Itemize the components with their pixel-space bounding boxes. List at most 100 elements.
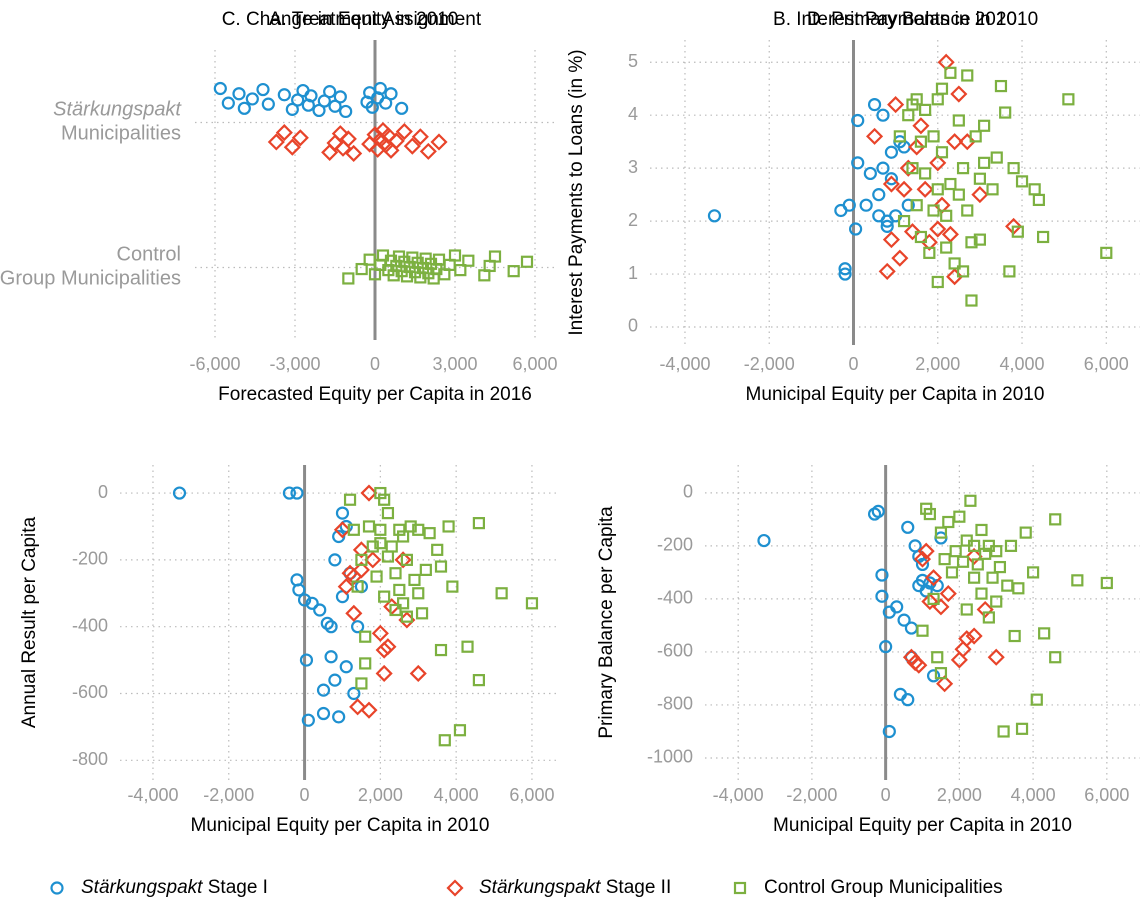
point <box>359 657 372 670</box>
point <box>371 624 389 642</box>
x-tick-label: 0 <box>848 354 858 374</box>
point <box>1100 246 1113 259</box>
point <box>941 225 959 243</box>
point <box>958 630 976 648</box>
point <box>1015 175 1029 188</box>
point <box>365 100 379 114</box>
point <box>320 616 334 630</box>
point <box>978 119 991 132</box>
y-tick-label: -400 <box>72 615 108 635</box>
y-tick-label: 5 <box>628 51 638 71</box>
x-axis-label: Forecasted Equity per Capita in 2016 <box>218 384 532 405</box>
point <box>379 638 397 656</box>
point <box>442 520 455 533</box>
point <box>412 587 425 600</box>
point <box>929 220 947 238</box>
point <box>261 97 275 111</box>
point <box>859 198 873 212</box>
point <box>978 156 991 169</box>
x-tick-label: 6,000 <box>1084 785 1129 805</box>
point <box>938 553 951 566</box>
y-tick-label: 4 <box>628 104 638 124</box>
point <box>1028 183 1041 196</box>
point <box>448 249 462 262</box>
point <box>882 175 900 193</box>
chart-title: D. Primary Balance in 2010 <box>807 9 1038 30</box>
point <box>256 82 270 97</box>
point <box>232 87 246 101</box>
point <box>373 81 387 96</box>
point <box>965 236 978 249</box>
y-tick-label: -200 <box>657 535 693 555</box>
point <box>973 172 986 185</box>
point <box>360 701 378 719</box>
point <box>952 114 965 127</box>
point <box>934 667 948 680</box>
point <box>1003 265 1016 278</box>
point <box>411 128 429 146</box>
point <box>965 547 983 566</box>
point <box>897 613 911 627</box>
point <box>446 580 459 593</box>
point <box>321 143 339 161</box>
y-tick-label: -200 <box>72 549 108 569</box>
y-tick-label: 0 <box>683 482 693 502</box>
point <box>359 630 372 643</box>
point <box>919 167 932 180</box>
point <box>866 127 884 145</box>
point <box>990 151 1003 164</box>
point <box>884 172 899 186</box>
point <box>914 230 928 244</box>
point <box>339 130 357 148</box>
point <box>355 677 368 690</box>
x-axis-label: Municipal Equity per Capita in 2010 <box>773 815 1072 836</box>
point <box>323 85 337 99</box>
point <box>926 669 941 683</box>
point <box>312 103 326 118</box>
point <box>906 162 919 175</box>
point <box>400 610 413 623</box>
y-tick-label: 1 <box>628 263 638 283</box>
point <box>936 675 954 693</box>
point <box>867 98 882 112</box>
point <box>332 710 346 724</box>
point <box>904 621 919 635</box>
x-tick-label: 2,000 <box>358 785 403 805</box>
point <box>890 600 904 614</box>
point <box>923 507 936 521</box>
point <box>453 724 467 737</box>
point <box>267 133 285 151</box>
point <box>872 188 886 202</box>
point <box>987 648 1005 666</box>
point <box>757 533 771 548</box>
point <box>1049 513 1062 526</box>
x-tick-label: -6,000 <box>189 354 240 374</box>
point <box>290 486 304 500</box>
x-tick-label: 6,000 <box>1084 354 1129 374</box>
point <box>374 523 387 536</box>
point <box>887 96 905 114</box>
point <box>882 231 900 249</box>
point <box>282 486 297 500</box>
point <box>990 545 1003 558</box>
point <box>994 79 1008 93</box>
point <box>965 627 983 645</box>
x-tick-label: 6,000 <box>509 785 554 805</box>
point <box>842 198 856 212</box>
point <box>871 504 885 519</box>
point <box>395 122 413 141</box>
point <box>366 540 379 553</box>
point <box>917 542 935 560</box>
point <box>351 620 365 634</box>
point <box>1019 526 1032 539</box>
point <box>507 265 520 278</box>
legend-label: Control Group Municipalities <box>764 877 1003 898</box>
point <box>345 604 363 622</box>
point <box>923 246 936 259</box>
point <box>404 520 417 533</box>
point <box>956 555 970 568</box>
point <box>438 734 451 747</box>
point <box>345 568 363 586</box>
point <box>355 262 368 276</box>
point <box>1038 627 1051 640</box>
